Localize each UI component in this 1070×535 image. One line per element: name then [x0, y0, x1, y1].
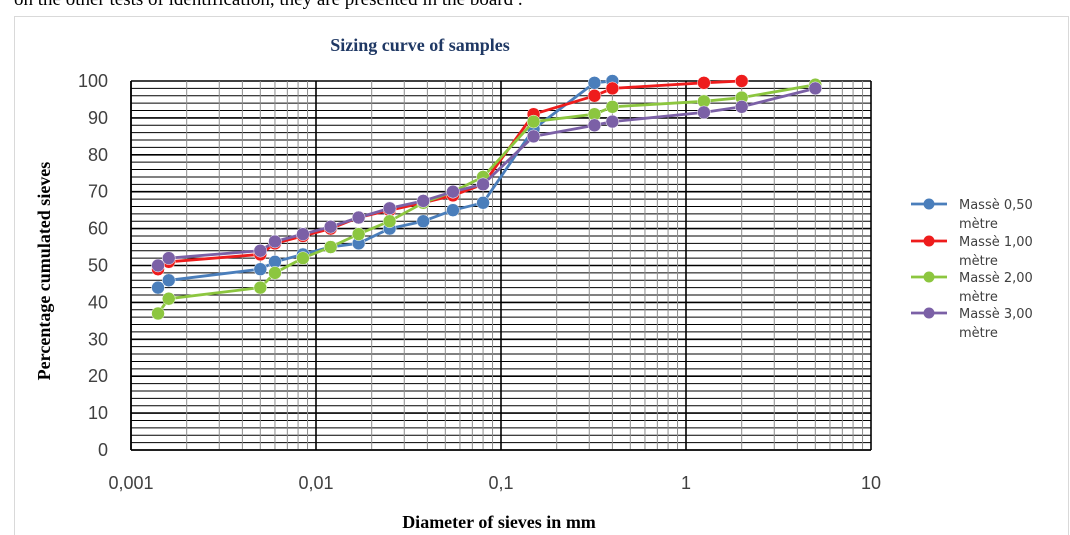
data-point	[416, 194, 431, 208]
x-axis-label: Diameter of sieves in mm	[402, 512, 596, 532]
chart-frame	[14, 16, 1069, 535]
data-point	[605, 81, 620, 96]
y-tick-label: 80	[88, 145, 108, 165]
legend-marker	[923, 307, 935, 319]
data-point	[296, 251, 310, 265]
series-line	[157, 79, 742, 271]
x-tick-label: 0,1	[488, 473, 513, 493]
legend-label: mètre	[959, 217, 998, 232]
legend-label: mètre	[959, 290, 998, 305]
legend-label: Massè 0,50	[959, 198, 1033, 213]
data-point	[605, 100, 620, 114]
data-point	[446, 184, 460, 199]
data-point	[446, 203, 460, 217]
data-point	[253, 280, 268, 295]
data-point	[351, 227, 366, 241]
data-point	[587, 89, 602, 103]
data-point	[151, 306, 165, 321]
legend-label: mètre	[959, 326, 998, 341]
data-point	[253, 243, 268, 258]
legend-entry: Massè 2,00 mètre	[911, 271, 1033, 305]
legend-entry: Massè 1,00 mètre	[911, 235, 1033, 269]
data-point	[476, 177, 490, 192]
series-layer	[151, 74, 823, 321]
plot-grid	[130, 80, 872, 451]
data-point	[808, 81, 823, 96]
legend-label: Massè 3,00	[959, 307, 1033, 322]
y-tick-label: 60	[88, 219, 108, 239]
x-tick-label: 0,01	[298, 473, 333, 493]
data-point	[323, 220, 338, 234]
legend-marker	[923, 235, 935, 247]
data-point	[526, 114, 541, 129]
data-point	[268, 234, 282, 249]
y-tick-label: 100	[78, 71, 108, 91]
x-tick-label: 10	[861, 473, 881, 493]
data-point	[162, 273, 176, 288]
data-point	[697, 76, 711, 90]
data-point	[734, 100, 749, 114]
legend-label: mètre	[959, 254, 998, 269]
y-tick-label: 30	[88, 329, 108, 349]
data-point	[162, 291, 176, 306]
data-point	[268, 266, 282, 280]
legend-entry: Massè 3,00 mètre	[911, 307, 1033, 341]
y-tick-label: 40	[88, 292, 108, 312]
y-tick-label: 0	[98, 440, 108, 460]
data-point	[151, 280, 165, 295]
data-point	[697, 105, 711, 120]
y-tick-label: 50	[88, 256, 108, 276]
data-point	[296, 227, 310, 241]
legend-marker	[923, 198, 935, 210]
data-point	[587, 118, 602, 133]
x-tick-label: 1	[681, 473, 691, 493]
series-4	[151, 81, 823, 273]
data-point	[323, 240, 338, 254]
data-point	[476, 196, 490, 210]
data-point	[351, 210, 366, 225]
y-tick-label: 10	[88, 403, 108, 423]
data-point	[734, 74, 749, 88]
data-point	[382, 201, 397, 216]
data-point	[151, 258, 165, 273]
data-point	[416, 214, 431, 228]
tick-labels: 0 10 20 30 40 50 60 70 80 90 100 0,001 0,01 0,1 1 10	[78, 71, 881, 493]
data-point	[587, 76, 602, 90]
data-point	[526, 129, 541, 144]
legend-label: Massè 2,00	[959, 271, 1033, 286]
x-tick-label: 0,001	[108, 473, 153, 493]
data-point	[605, 114, 620, 129]
y-axis-label: Percentage cumulated sieves	[34, 162, 54, 381]
y-tick-label: 20	[88, 366, 108, 386]
y-tick-label: 70	[88, 182, 108, 202]
chart-title: Sizing curve of samples	[330, 35, 510, 55]
page-text-fragment: on the other tests of identification, th…	[14, 0, 523, 11]
data-point	[162, 251, 176, 265]
legend-marker	[923, 271, 935, 283]
y-tick-label: 90	[88, 108, 108, 128]
plot-axes	[130, 81, 871, 451]
legend-entry: Massè 0,50 mètre	[911, 198, 1033, 232]
legend-label: Massè 1,00	[959, 235, 1033, 250]
data-point	[382, 214, 397, 228]
data-point	[253, 262, 268, 276]
